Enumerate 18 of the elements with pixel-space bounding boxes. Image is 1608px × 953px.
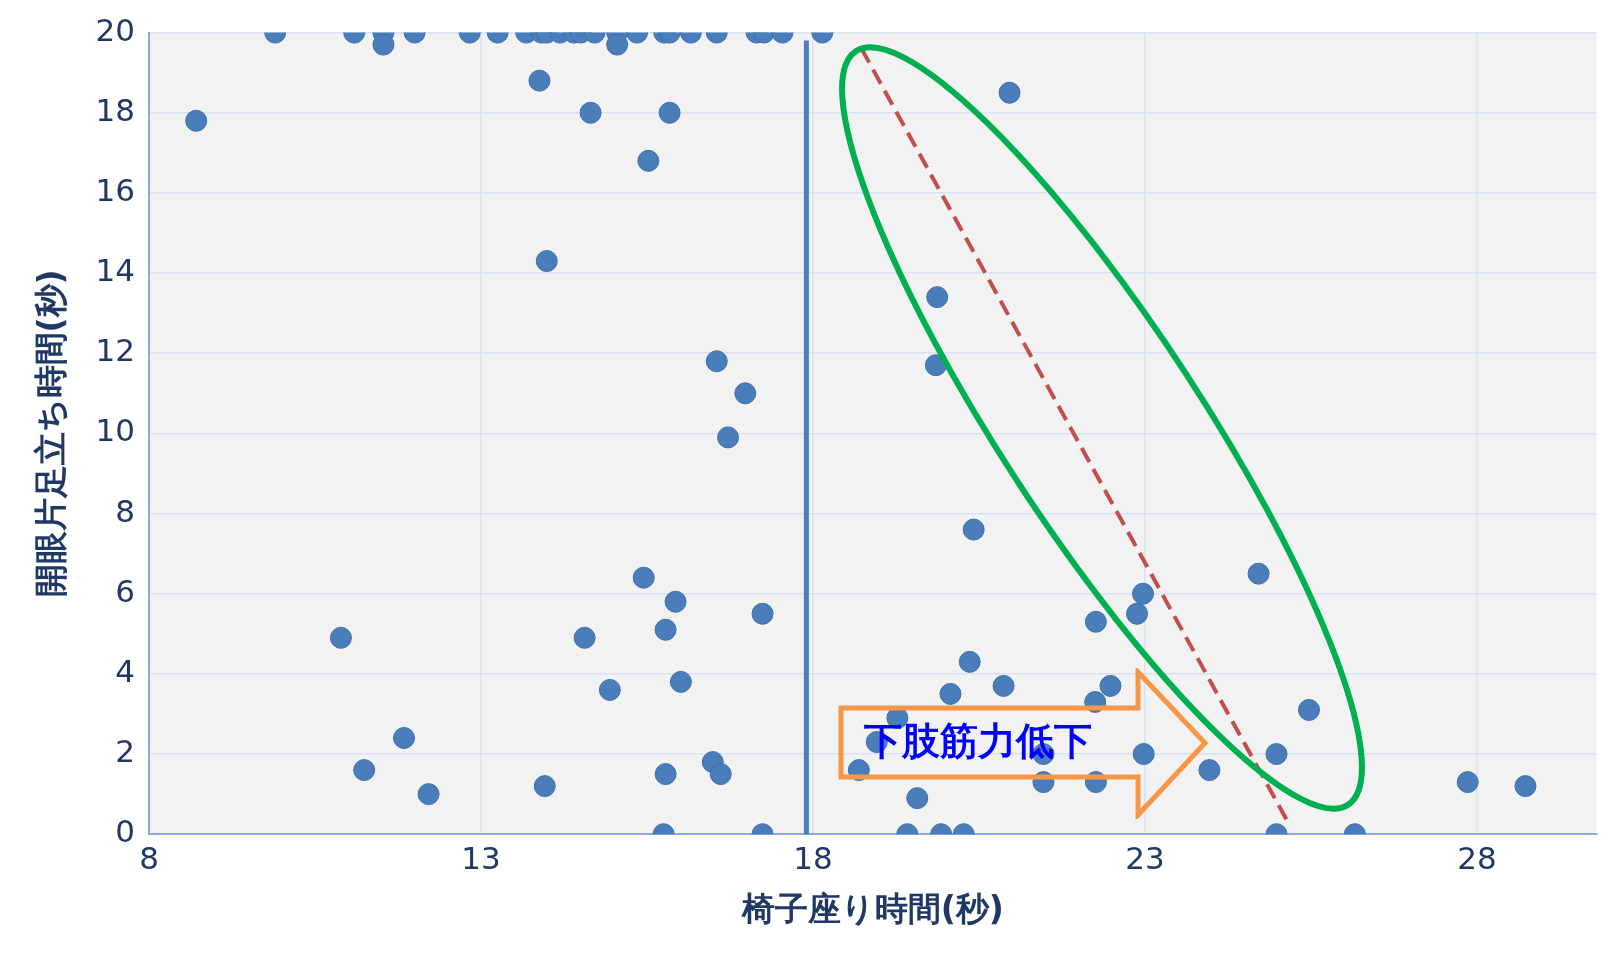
x-axis-title: 椅子座り時間(秒) [740,888,1004,928]
y-tick-label: 0 [115,813,136,850]
x-tick-label: 23 [1125,839,1165,876]
y-tick-label: 8 [115,492,136,529]
y-tick-label: 12 [95,332,136,369]
y-tick-label: 14 [95,252,136,289]
x-tick-label: 13 [461,839,501,876]
y-tick-label: 2 [115,733,136,770]
x-tick-label: 28 [1457,839,1497,876]
y-tick-label: 20 [95,11,136,48]
y-tick-label: 18 [95,91,136,128]
y-tick-label: 10 [95,412,136,449]
y-tick-label: 4 [115,652,136,689]
x-tick-label: 18 [793,839,833,876]
y-tick-label: 6 [115,572,136,609]
y-axis-title: 開眼片足立ち時間(秒) [31,269,71,598]
x-tick-label: 8 [139,839,159,876]
y-tick-label: 16 [95,171,136,208]
